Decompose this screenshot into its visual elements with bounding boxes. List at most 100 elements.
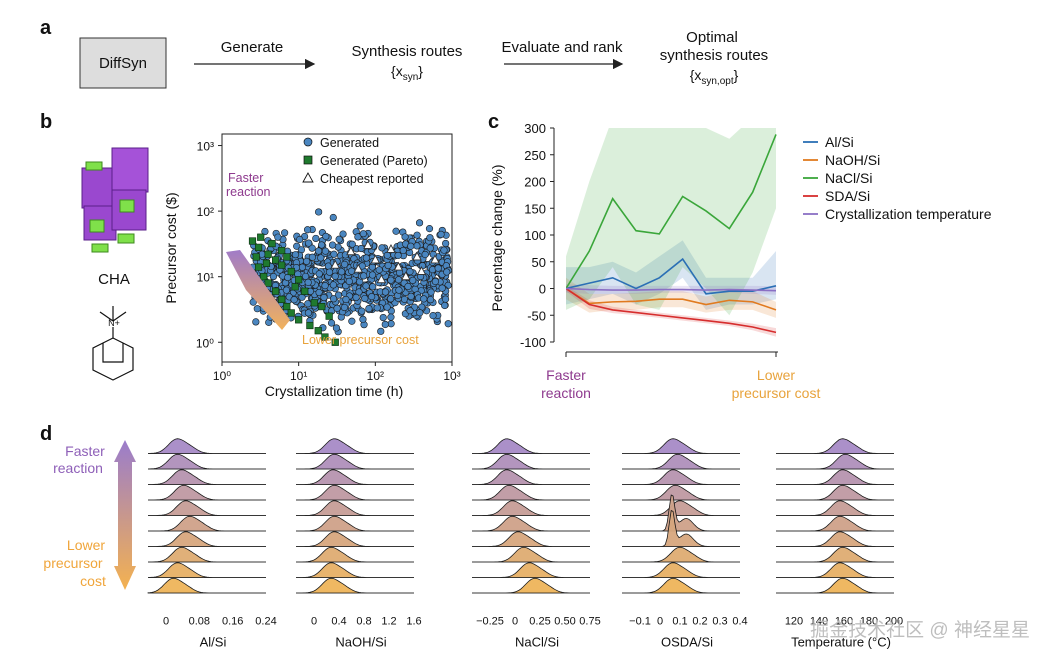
scatter-y-tick-label: 10¹: [197, 271, 214, 285]
ridgeline-x-axis-label: NaCl/Si: [515, 635, 559, 650]
pareto-point: [331, 338, 339, 346]
generated-point: [421, 250, 429, 259]
tradeoff-gradient-arrow: [226, 250, 290, 330]
generated-point: [416, 309, 424, 317]
ridgeline-density: [472, 562, 590, 578]
generated-point: [301, 272, 310, 281]
generated-point: [383, 303, 391, 311]
routes-title: Synthesis routes: [352, 43, 463, 60]
ridgeline-tick-label: 0: [657, 616, 663, 628]
generated-point: [290, 296, 298, 304]
ridgeline-density: [472, 515, 590, 532]
cheapest-reported-point: [416, 266, 427, 275]
generated-point: [381, 288, 390, 296]
line-y-tick-label: 0: [539, 282, 546, 297]
ridgeline-density: [296, 500, 414, 516]
cheapest-reported-point: [376, 274, 387, 284]
generated-point: [368, 271, 377, 279]
ridgeline-tick-label: 0.75: [579, 616, 600, 628]
series-line: [566, 257, 777, 295]
optimal-line2: synthesis routes: [660, 47, 768, 64]
ridgeline-density: [296, 484, 414, 501]
generated-point: [284, 273, 292, 282]
ridgeline-tick-label: 1.2: [381, 616, 396, 628]
generated-point: [340, 260, 349, 268]
cheapest-reported-point: [370, 254, 381, 264]
ridgeline-tick-label: 120: [785, 616, 803, 628]
generated-point: [339, 230, 347, 238]
ridgeline-density: [776, 500, 894, 516]
ridgeline-tick-label: 0.50: [554, 616, 575, 628]
series-line: [566, 134, 777, 289]
pareto-point: [283, 302, 291, 311]
generated-point: [332, 324, 341, 332]
generated-point: [365, 304, 373, 313]
generated-point: [340, 303, 349, 312]
generated-point: [348, 267, 356, 275]
scatter-x-ticks: 10⁰ 10¹ 10² 10³: [213, 362, 461, 383]
scatter-legend: Generated Generated (Pareto) Cheapest repo…: [302, 136, 428, 186]
panel-label-b: b: [40, 111, 52, 133]
c-faster-line2: reaction: [541, 385, 591, 401]
generated-point: [441, 295, 450, 303]
osda-molecule-illustration: [92, 306, 134, 381]
generated-point: [315, 247, 323, 255]
legend-cheapest-marker: [302, 172, 314, 183]
generated-point: [329, 295, 338, 303]
scatter-axes-frame: [221, 133, 453, 363]
d-faster-line2: reaction: [53, 460, 103, 476]
generated-point: [317, 254, 325, 262]
legend-series-label: NaOH/Si: [825, 152, 880, 168]
generated-point: [342, 295, 350, 304]
ridgeline-density: [472, 438, 590, 454]
legend-series-label: Crystallization temperature: [825, 206, 992, 222]
generated-point: [312, 234, 320, 243]
confidence-band: [566, 128, 776, 316]
generated-point: [348, 317, 356, 325]
ridgeline-density: [147, 438, 266, 454]
diffsyn-box: [79, 37, 167, 89]
pareto-point: [318, 302, 326, 311]
faster-reaction-line1: Faster: [228, 171, 263, 185]
line-legend: Al/Si NaOH/Si NaCl/Si SDA/Si Crystallization…: [803, 134, 992, 222]
generated-point: [304, 278, 312, 286]
generated-point: [322, 232, 330, 240]
pareto-point: [254, 243, 263, 251]
ridgeline-density: [472, 484, 590, 501]
generated-point: [354, 233, 362, 241]
generated-point: [269, 272, 278, 281]
generate-label: Generate: [221, 39, 284, 56]
pareto-point: [264, 250, 272, 258]
generated-point: [369, 283, 377, 291]
pareto-point: [257, 233, 265, 241]
legend-pareto-marker: [303, 155, 313, 165]
ridgeline-density: [622, 484, 740, 501]
d-lower-line3: cost: [80, 573, 106, 589]
ridgeline-density: [148, 546, 266, 563]
ridgeline-density: [776, 438, 894, 454]
generated-point: [420, 295, 428, 303]
generated-point: [304, 309, 313, 317]
pareto-point: [295, 276, 303, 284]
generated-point: [249, 298, 257, 306]
generated-point: [395, 286, 403, 294]
generated-point: [413, 231, 421, 239]
generated-point: [321, 247, 330, 255]
legend-cheapest-label: Cheapest reported: [320, 172, 424, 186]
generated-point: [407, 242, 415, 250]
ridgeline-density: [148, 531, 266, 547]
cheapest-reported-point: [412, 251, 422, 261]
generated-point: [378, 244, 386, 252]
ridgeline-tick-label: −0.1: [629, 616, 651, 628]
generated-point: [253, 305, 261, 313]
generated-point: [426, 234, 434, 242]
ridgeline-density: [622, 562, 740, 578]
c-lower-line1: Lower: [757, 367, 795, 383]
ridgeline-tick-label: 1.6: [406, 616, 421, 628]
ridgeline-density: [296, 562, 414, 578]
line-y-ticks: -100 -50 0 50 100 150 200 250 300: [520, 121, 554, 350]
ridgeline-density: [776, 531, 894, 547]
legend-generated-marker: [303, 137, 313, 147]
line-y-tick-label: 100: [524, 228, 546, 243]
confidence-band: [566, 277, 776, 318]
